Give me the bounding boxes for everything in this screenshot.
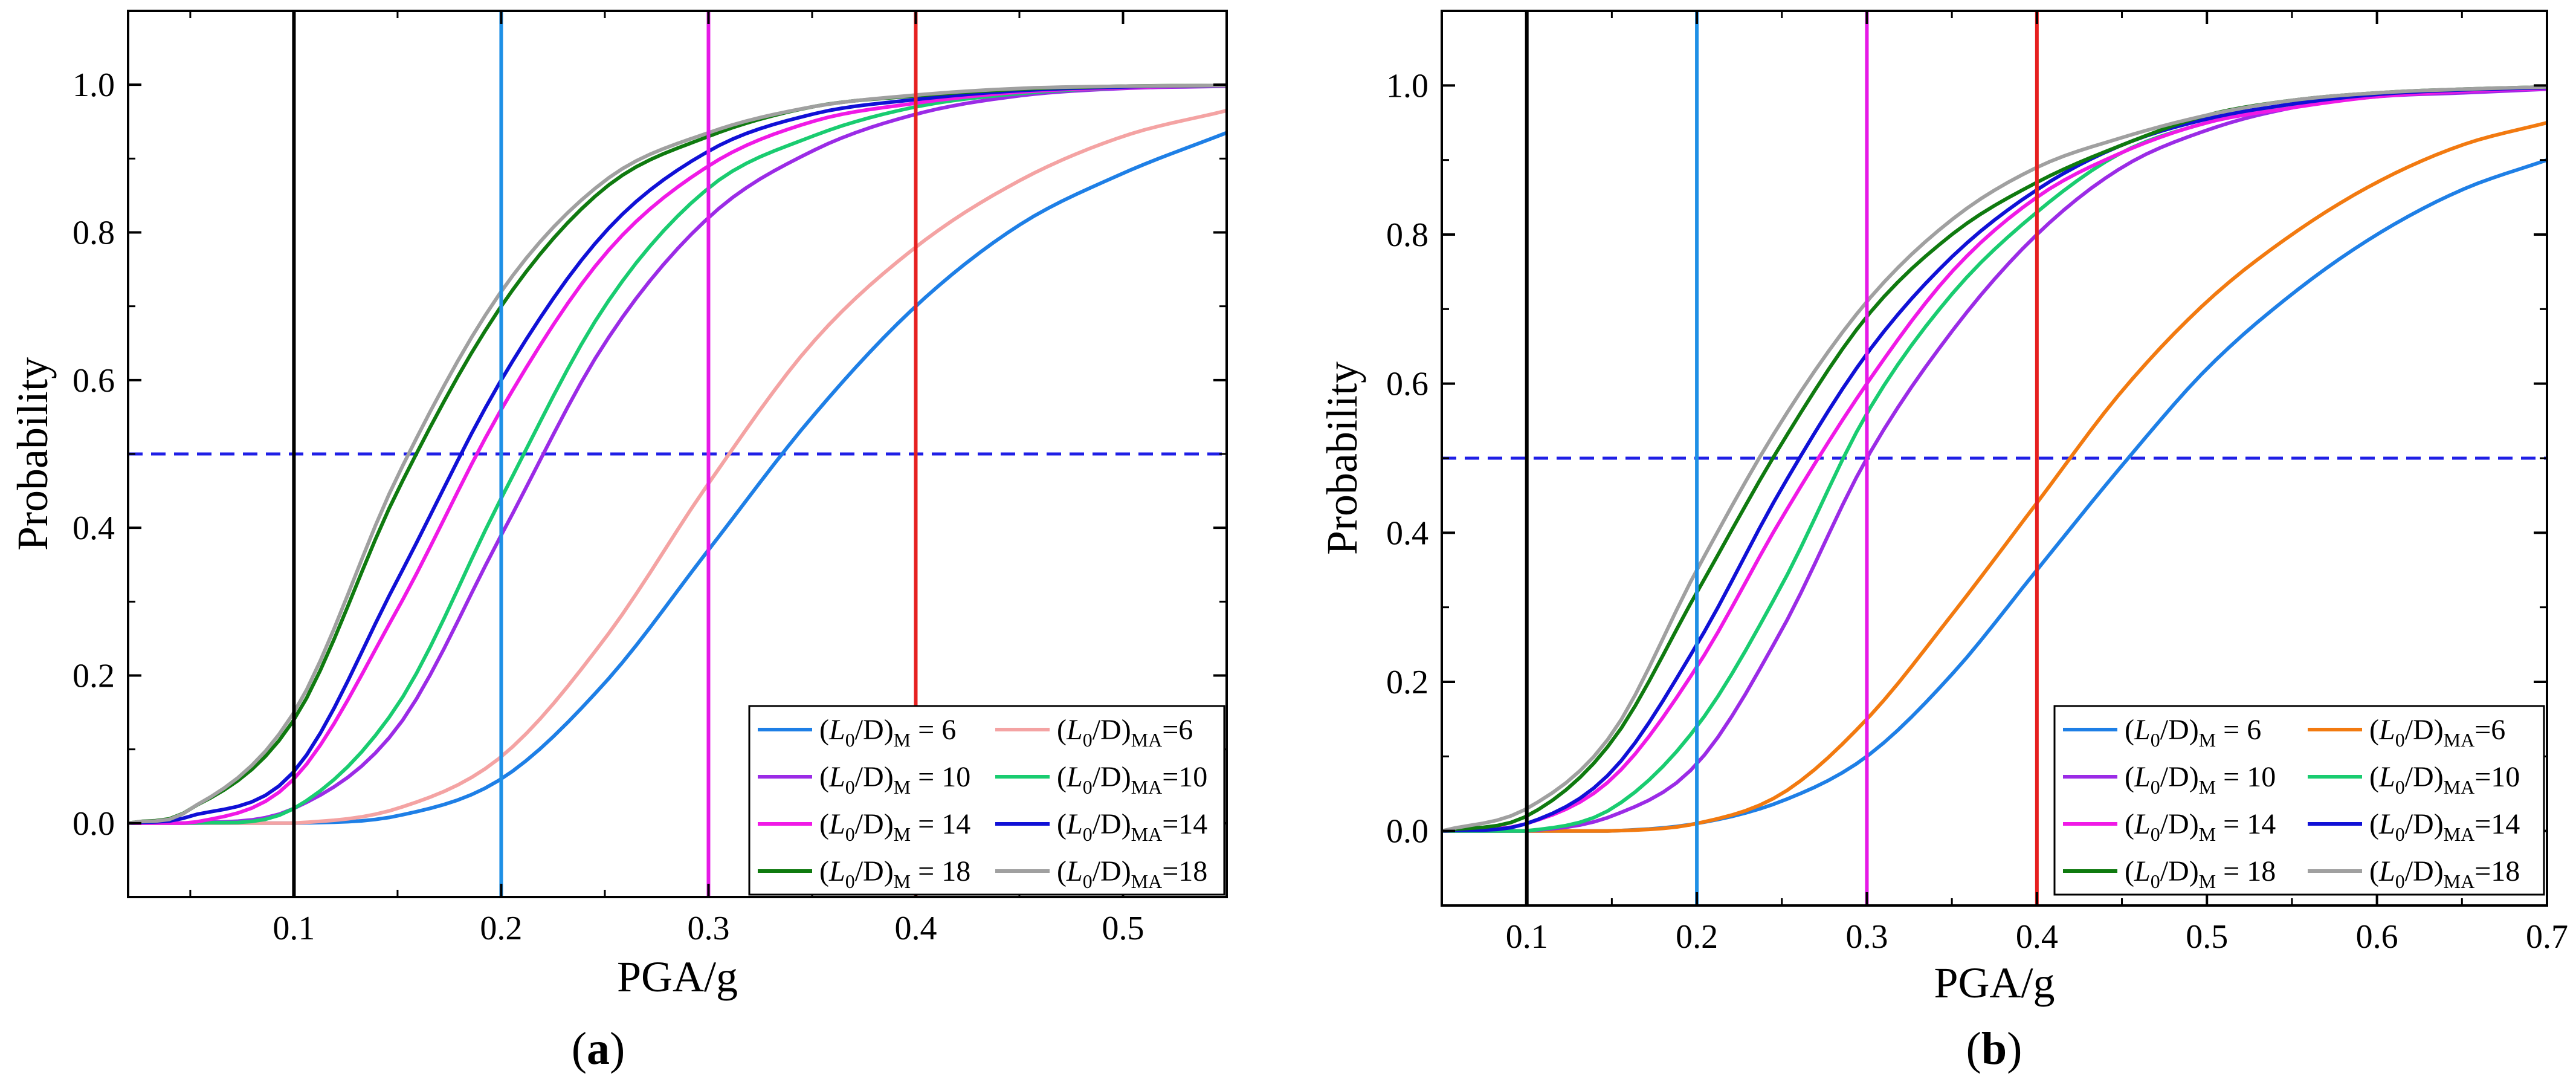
y-axis-title: Probability <box>8 357 57 551</box>
series-line-ma-6 <box>1442 121 2547 833</box>
legend: (L0/D)M = 6 (L0/D)MA=6 (L0/D)M = 10 (L0/D)M… <box>748 705 1225 896</box>
plot-area <box>128 11 1227 897</box>
legend-entry-label: (L0/D)MA=18 <box>2369 855 2520 892</box>
legend-entry-label: (L0/D)MA=10 <box>2369 761 2520 798</box>
x-tick-label: 0.1 <box>273 910 315 947</box>
x-tick-label: 0.7 <box>2526 918 2568 956</box>
x-tick-label: 0.3 <box>1845 918 1888 956</box>
y-tick-label: 1.0 <box>73 66 115 104</box>
legend-entry-label: (L0/D)M = 10 <box>819 761 970 798</box>
y-tick-label: 0.6 <box>1386 366 1428 403</box>
legend-entry-label: (L0/D)MA=10 <box>1057 761 1207 798</box>
y-tick-label: 1.0 <box>1386 67 1428 105</box>
x-tick-label: 0.2 <box>480 910 522 947</box>
x-tick-label: 0.5 <box>1102 910 1144 947</box>
y-tick-label: 0.2 <box>1386 664 1428 701</box>
y-tick-label: 0.0 <box>73 805 115 843</box>
series-line-m-14 <box>1442 86 2547 833</box>
x-tick-label: 0.6 <box>2356 918 2398 956</box>
y-tick-label: 0.8 <box>1386 216 1428 254</box>
legend-entry-label: (L0/D)MA=14 <box>2369 808 2520 845</box>
y-tick-label: 0.2 <box>73 658 115 695</box>
y-axis-title: Probability <box>1318 361 1366 555</box>
x-axis-title: PGA/g <box>1934 959 2055 1007</box>
legend-entry-label: (L0/D)M = 14 <box>819 808 970 845</box>
plot-area <box>1442 11 2547 905</box>
legend-box <box>2053 705 2545 896</box>
y-tick-label: 0.4 <box>73 510 115 547</box>
x-tick-label: 0.4 <box>894 910 937 947</box>
panel-label: (b) <box>1966 1023 2022 1074</box>
series-line-ma-18 <box>128 83 1227 825</box>
y-tick-label: 0.6 <box>73 362 115 400</box>
panel-label: (a) <box>572 1023 625 1074</box>
legend-entry-label: (L0/D)M = 18 <box>819 855 970 892</box>
legend-entry-label: (L0/D)M = 6 <box>819 714 956 751</box>
legend-entry-label: (L0/D)M = 10 <box>2125 761 2276 798</box>
legend-box <box>748 705 1225 896</box>
x-tick-label: 0.4 <box>2016 918 2058 956</box>
legend-entry-label: (L0/D)MA=6 <box>2369 714 2505 751</box>
legend-entry-label: (L0/D)MA=14 <box>1057 808 1207 845</box>
series-line-ma-6 <box>128 108 1227 825</box>
chart-panel-a: 0.1 0.2 0.3 0.4 0.5 0.0 0.2 0.4 0.6 0.8 1.0 PGA/g Pr… <box>8 10 1228 1074</box>
x-tick-label: 0.2 <box>1676 918 1718 956</box>
legend-entry-label: (L0/D)MA=6 <box>1057 714 1193 751</box>
series-line-ma-18 <box>1442 85 2547 833</box>
x-tick-label: 0.3 <box>687 910 729 947</box>
x-axis-title: PGA/g <box>617 953 738 1001</box>
legend-entry-label: (L0/D)M = 14 <box>2125 808 2276 845</box>
y-tick-label: 0.0 <box>1386 813 1428 850</box>
chart-panel-b: 0.1 0.2 0.3 0.4 0.5 0.6 0.7 0.0 0.2 0.4 0.6 0.8 1.0 P… <box>1318 10 2568 1074</box>
y-tick-label: 0.4 <box>1386 514 1428 552</box>
legend-entry-label: (L0/D)M = 18 <box>2125 855 2276 892</box>
legend: (L0/D)M = 6 (L0/D)MA=6 (L0/D)M = 10 (L0/D)M… <box>2053 705 2545 896</box>
x-tick-label: 0.5 <box>2186 918 2228 956</box>
x-tick-label: 0.1 <box>1506 918 1548 956</box>
y-tick-label: 0.8 <box>73 215 115 252</box>
legend-entry-label: (L0/D)M = 6 <box>2125 714 2261 751</box>
legend-entry-label: (L0/D)MA=18 <box>1057 855 1207 892</box>
